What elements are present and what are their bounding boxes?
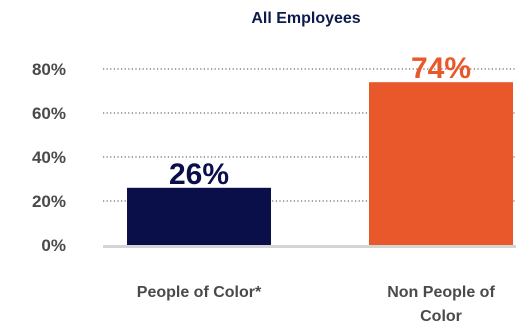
data-label: 74% xyxy=(411,52,471,85)
x-tick-label: People of Color* xyxy=(137,284,262,301)
x-axis-categories: People of Color* Non People of Color xyxy=(137,284,496,325)
x-tick-label-line: People of Color* xyxy=(137,284,262,301)
bar xyxy=(127,187,271,245)
x-tick-label-line: Non People of xyxy=(387,284,495,301)
y-tick-label: 60% xyxy=(32,104,66,123)
x-tick-label: Non People of Color xyxy=(387,284,495,325)
y-tick-label: 40% xyxy=(32,148,66,167)
y-tick-label: 20% xyxy=(32,192,66,211)
data-labels: 26% 74% xyxy=(169,52,471,191)
y-axis-ticks: 0% 20% 40% 60% 80% xyxy=(32,60,66,255)
data-label: 26% xyxy=(169,158,229,191)
chart-title: All Employees xyxy=(251,10,360,27)
bars xyxy=(127,82,513,245)
y-tick-label: 0% xyxy=(41,236,66,255)
y-tick-label: 80% xyxy=(32,60,66,79)
bar xyxy=(369,82,513,245)
x-tick-label-line: Color xyxy=(420,308,462,325)
